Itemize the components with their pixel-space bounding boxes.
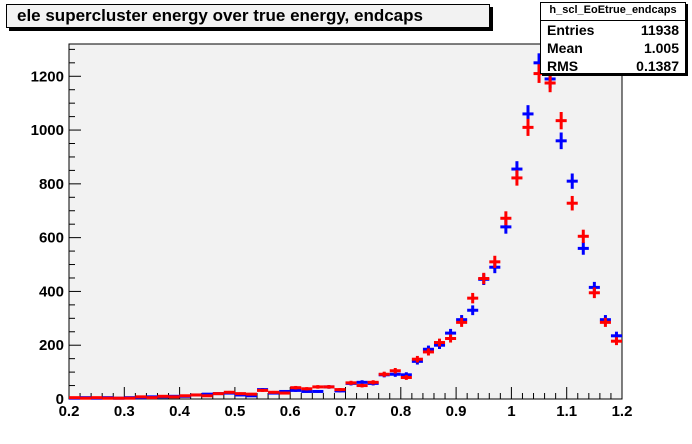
stats-box: h_scl_EoEtrue_endcaps Entries 11938 Mean… [540,2,686,74]
data-point [456,317,468,327]
y-tick-label: 600 [39,230,64,247]
data-point [422,348,434,356]
data-point [157,394,169,398]
x-tick-label: 1.1 [556,403,577,420]
x-tick-label: 0.7 [335,403,356,420]
data-point [69,396,81,400]
data-point [577,229,589,243]
data-point [179,394,191,398]
data-point [610,337,622,346]
data-point [577,242,589,255]
data-point [312,385,324,389]
y-tick-label: 0 [56,391,64,408]
stats-rms-value: 0.1387 [636,58,679,74]
data-point [345,380,357,385]
data-point [268,390,280,394]
data-point [467,305,479,316]
data-point [279,391,291,395]
data-point [566,173,578,189]
data-point [146,396,158,400]
x-tick-label: 0.6 [280,403,301,420]
y-tick-label: 1200 [31,68,64,85]
data-point [323,385,335,389]
x-tick-label: 1 [507,403,515,420]
data-point [334,387,346,392]
stats-entries-value: 11938 [640,22,679,38]
x-tick-label: 0.4 [169,403,191,420]
stats-entries-label: Entries [547,22,595,38]
stats-rms-label: RMS [547,58,579,74]
data-point [234,392,246,396]
data-point [367,380,379,385]
x-tick-label: 0.9 [446,403,467,420]
plot-frame [68,43,623,400]
data-point [212,392,224,396]
series-1 [69,64,622,400]
data-point [400,375,412,380]
data-point [257,388,269,392]
x-axis: 0.2 0.3 0.4 0.5 0.6 0.7 0.8 0.9 1 1.1 1.2 [59,387,633,420]
x-tick-label: 0.8 [390,403,411,420]
x-tick-label: 0.3 [114,403,135,420]
x-tick-label: 0.5 [224,403,245,420]
data-point [135,395,147,399]
data-point [312,389,324,393]
data-point [544,73,556,93]
data-point [290,385,302,390]
data-point [223,390,235,394]
data-point [80,396,92,400]
data-point [433,338,446,347]
data-point [356,383,368,388]
stats-histogram-name: h_scl_EoEtrue_endcaps [541,3,685,21]
data-point [489,255,501,268]
data-point [555,132,567,150]
data-point [555,111,567,130]
data-point [102,396,114,400]
data-point [124,396,136,400]
data-point [467,292,479,304]
x-tick-label: 0.2 [59,403,80,420]
data-point [588,287,600,299]
data-point [511,170,523,186]
stats-mean-value: 1.005 [643,40,679,56]
stats-row-entries: Entries 11938 [541,21,685,39]
data-point [168,395,180,399]
data-point [566,195,578,211]
x-tick-label: 1.2 [612,403,633,420]
data-point [522,118,534,136]
data-point [201,394,213,398]
stats-row-mean: Mean 1.005 [541,39,685,57]
data-point [478,272,490,285]
data-point [301,387,313,391]
data-point [113,396,125,400]
series-layer [69,53,622,400]
data-point [91,396,103,400]
data-point [411,355,423,363]
stats-row-rms: RMS 0.1387 [541,57,685,75]
y-tick-label: 800 [39,176,64,193]
data-point [301,389,313,393]
y-tick-label: 400 [39,283,64,300]
chart-title: ele supercluster energy over true energy… [6,4,490,28]
data-point [245,392,258,396]
data-point [378,371,390,377]
data-point [445,334,457,343]
y-axis: 0 200 400 600 800 1000 1200 [31,48,81,408]
data-point [389,368,401,374]
data-point [599,317,611,327]
y-tick-label: 1000 [31,122,64,139]
data-point [190,393,202,397]
data-point [500,211,512,226]
y-tick-label: 200 [39,337,64,354]
stats-mean-label: Mean [547,40,583,56]
